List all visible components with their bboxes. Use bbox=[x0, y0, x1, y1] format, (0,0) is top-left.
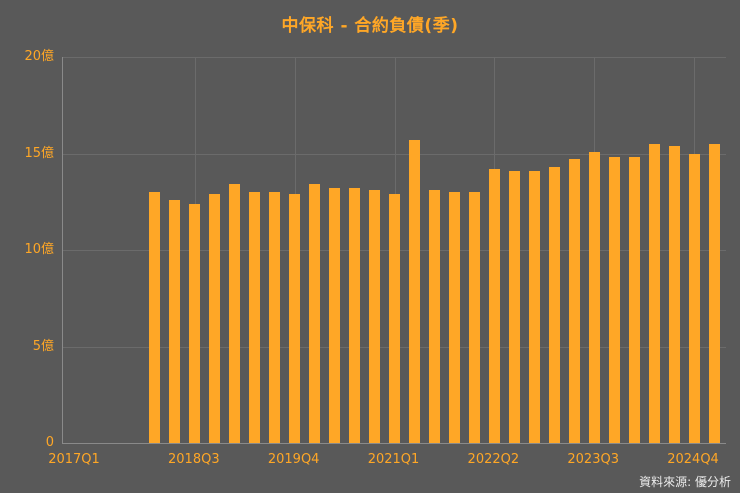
bar-2023Q1[interactable] bbox=[548, 167, 560, 443]
x-axis-tick-label: 2021Q1 bbox=[367, 452, 420, 467]
y-axis-tick-label: 15億 bbox=[24, 145, 54, 161]
bar-2025Q1[interactable] bbox=[708, 143, 720, 443]
bar-2021Q3[interactable] bbox=[428, 190, 440, 443]
bar-2019Q1[interactable] bbox=[229, 184, 241, 443]
bar-2021Q4[interactable] bbox=[448, 192, 460, 443]
bar-2020Q2[interactable] bbox=[329, 188, 341, 443]
bar-2018Q2[interactable] bbox=[169, 199, 181, 443]
bar-2024Q3[interactable] bbox=[668, 145, 680, 443]
source-label: 資料來源: 優分析 bbox=[639, 475, 731, 489]
x-axis-tick-label: 2024Q4 bbox=[667, 452, 719, 467]
x-axis-tick-label: 2019Q4 bbox=[267, 452, 320, 467]
bar-2020Q4[interactable] bbox=[369, 190, 381, 443]
bar-2024Q2[interactable] bbox=[648, 143, 660, 443]
x-axis-tick-label: 2023Q3 bbox=[567, 452, 619, 467]
bar-2022Q2[interactable] bbox=[488, 168, 500, 443]
plot-area bbox=[62, 57, 726, 444]
bar-2023Q3[interactable] bbox=[588, 151, 600, 443]
bar-2020Q1[interactable] bbox=[309, 184, 321, 443]
y-axis-tick-label: 10億 bbox=[24, 242, 54, 257]
bar-2019Q2[interactable] bbox=[249, 192, 261, 443]
bar-2022Q4[interactable] bbox=[528, 170, 540, 443]
bar-2023Q4[interactable] bbox=[608, 157, 620, 443]
y-axis-tick-label: 0 bbox=[45, 435, 54, 450]
bar-2024Q1[interactable] bbox=[628, 157, 640, 443]
bar-2020Q3[interactable] bbox=[349, 188, 361, 443]
bar-2018Q4[interactable] bbox=[209, 194, 221, 443]
bar-2021Q2[interactable] bbox=[408, 140, 420, 443]
bar-2022Q3[interactable] bbox=[508, 170, 520, 443]
bar-2018Q1[interactable] bbox=[149, 192, 161, 443]
bar-2024Q4[interactable] bbox=[688, 153, 700, 443]
bar-2023Q2[interactable] bbox=[568, 159, 580, 443]
y-axis-tick-label: 5億 bbox=[32, 338, 54, 354]
bar-2021Q1[interactable] bbox=[389, 194, 400, 443]
x-axis-tick-label: 2017Q1 bbox=[48, 452, 100, 467]
chart-title: 中保科 - 合約負債(季) bbox=[281, 16, 459, 36]
x-axis-tick-label: 2018Q3 bbox=[168, 452, 220, 467]
x-axis-tick-label: 2022Q2 bbox=[467, 452, 520, 467]
bar-2022Q1[interactable] bbox=[468, 192, 480, 443]
bar-2019Q3[interactable] bbox=[269, 192, 281, 443]
bar-2019Q4[interactable] bbox=[289, 194, 301, 443]
y-axis-tick-label: 20億 bbox=[24, 49, 54, 64]
bar-2018Q3[interactable] bbox=[189, 203, 201, 443]
